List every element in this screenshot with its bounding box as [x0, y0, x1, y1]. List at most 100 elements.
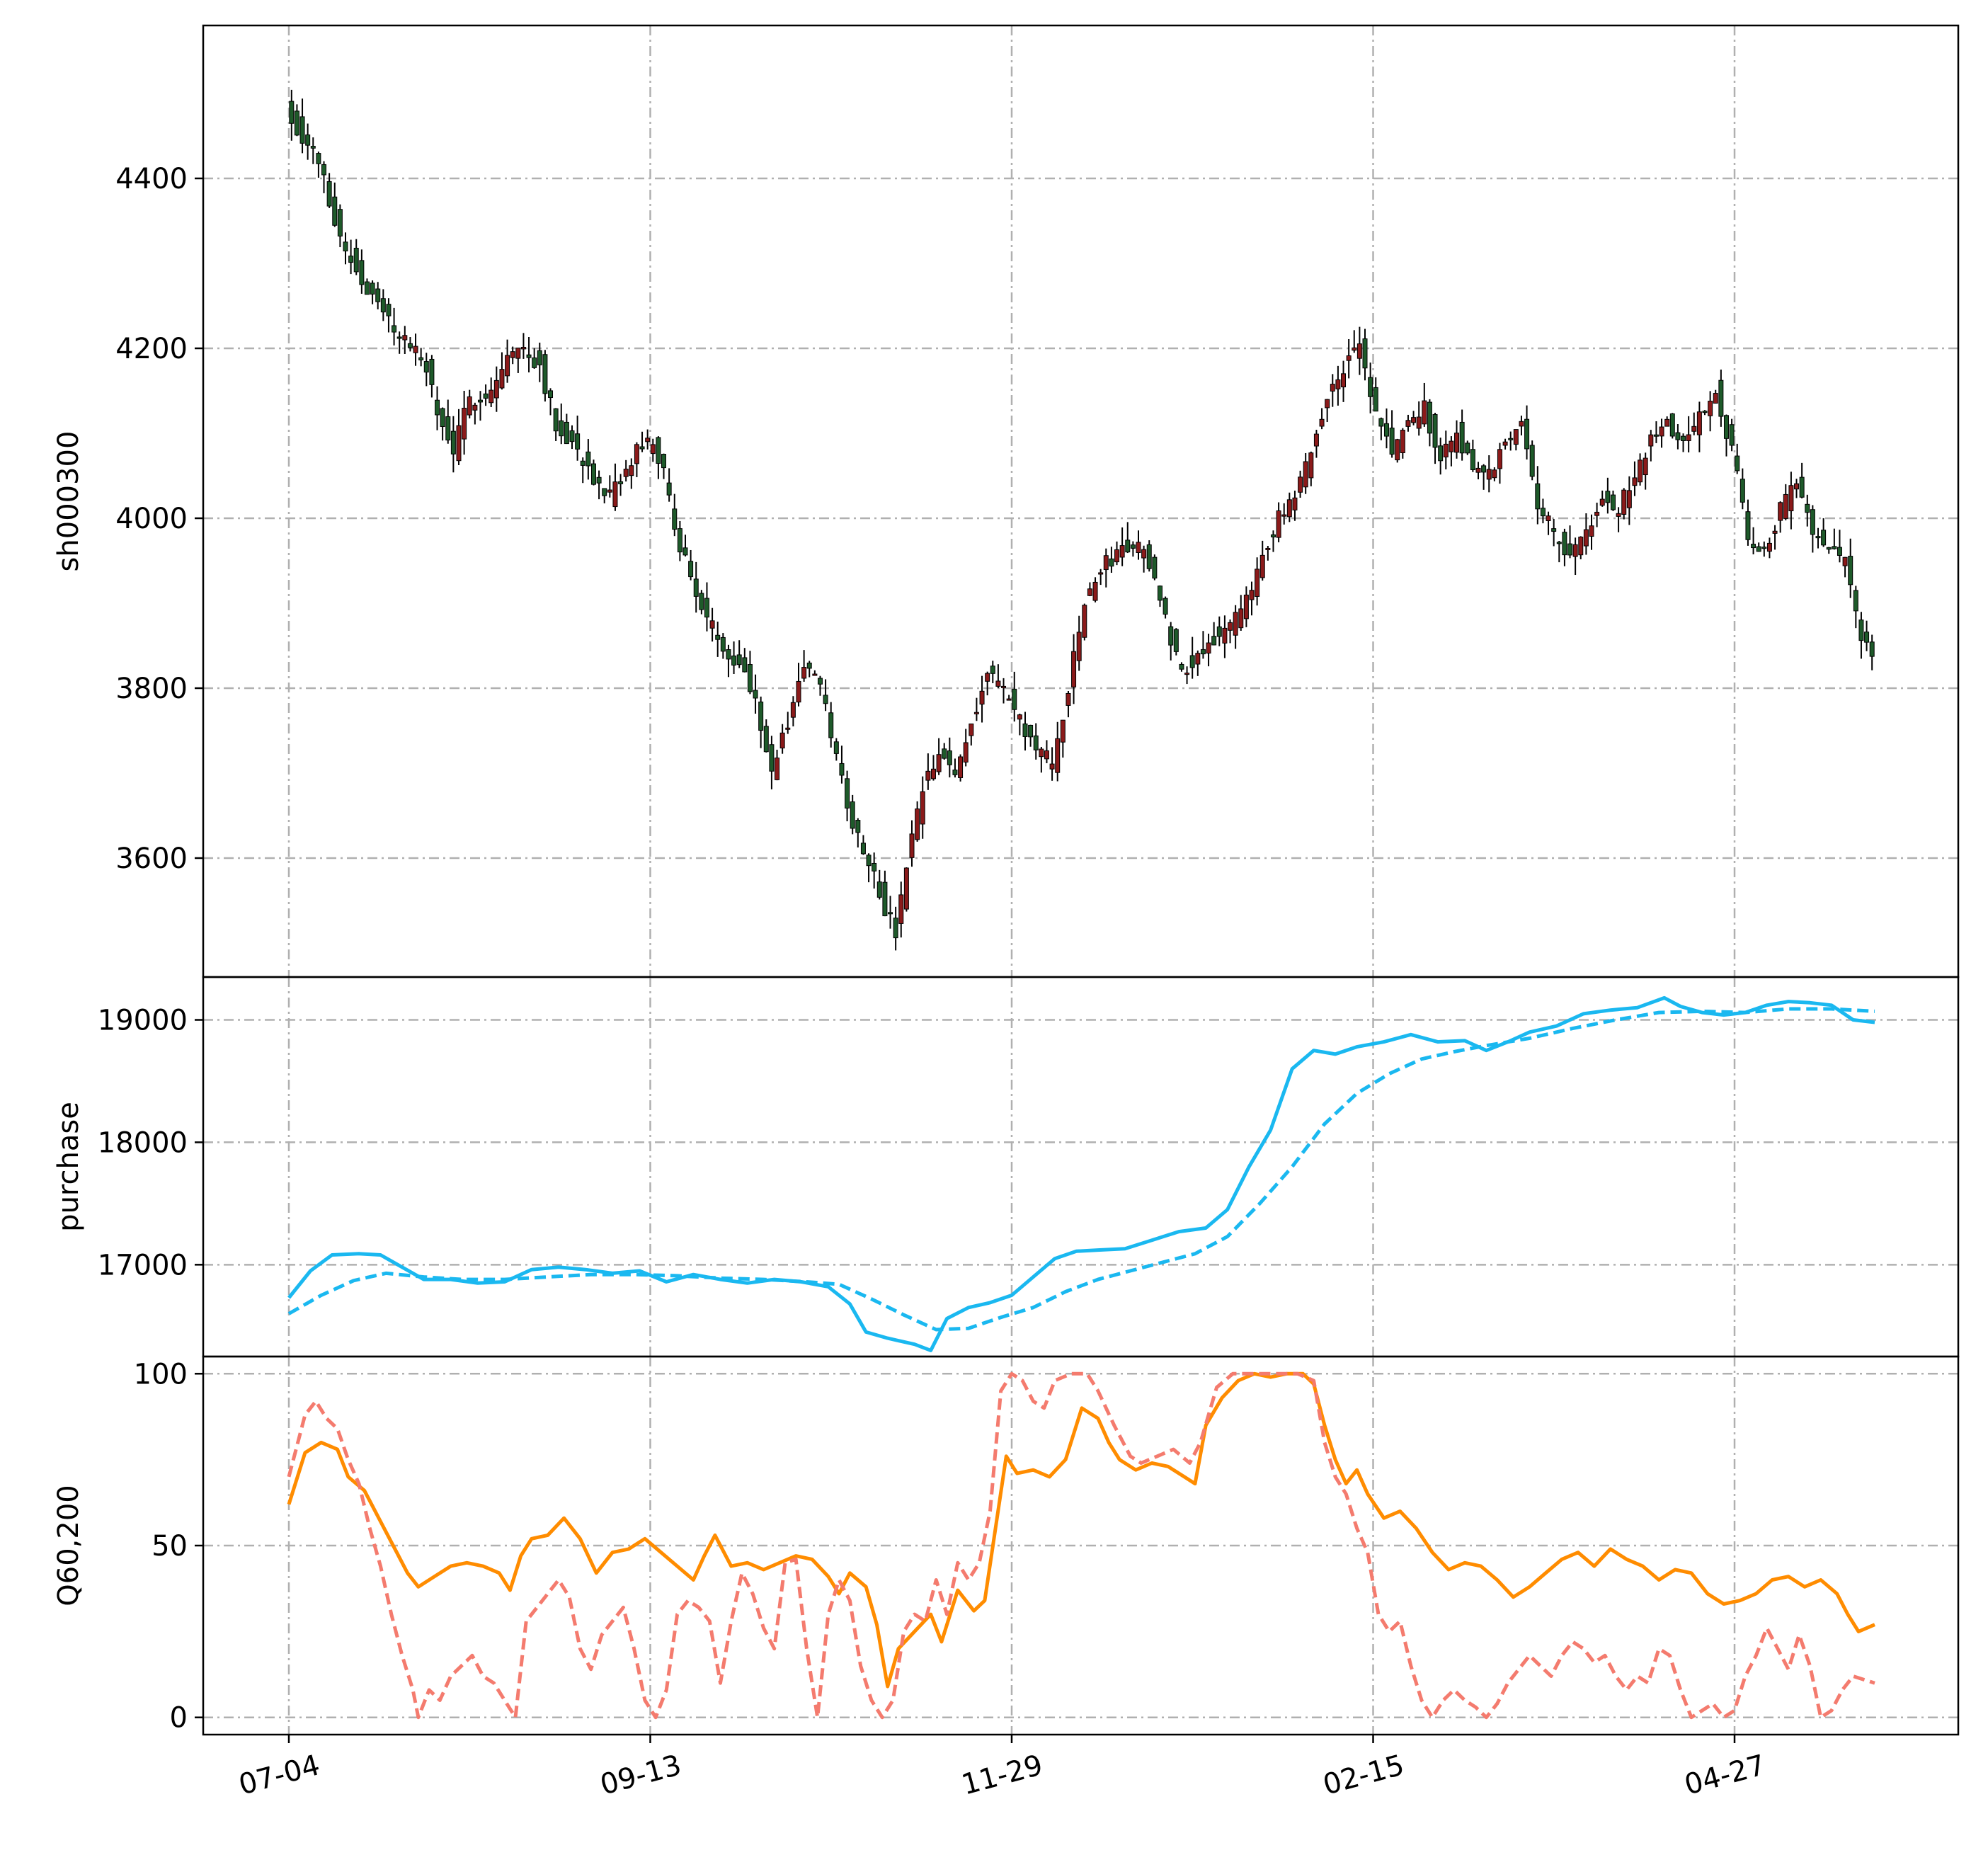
- candle-body: [1723, 415, 1729, 439]
- candle: [429, 355, 435, 398]
- candle-body: [1858, 619, 1864, 641]
- candle: [1853, 586, 1858, 629]
- candle: [1681, 433, 1686, 452]
- candle: [672, 493, 678, 537]
- y-tick-label: 0: [170, 1702, 188, 1735]
- candle: [1567, 525, 1573, 559]
- candle: [1869, 634, 1875, 670]
- candle-body: [564, 421, 569, 445]
- candle-body: [1836, 547, 1842, 556]
- candle: [801, 650, 807, 682]
- candle-body: [310, 146, 316, 149]
- candle-body: [1788, 485, 1794, 512]
- candle: [370, 280, 375, 304]
- candle: [1659, 418, 1664, 448]
- candle-body: [299, 116, 305, 144]
- candle-body: [1022, 723, 1028, 737]
- y-tick-label: 3600: [115, 843, 188, 875]
- candle: [1756, 542, 1761, 552]
- candle-body: [1136, 542, 1141, 554]
- candle-body: [855, 820, 861, 833]
- candle: [489, 377, 494, 407]
- candle: [590, 459, 596, 486]
- candle-body: [289, 101, 295, 124]
- candle: [1772, 525, 1778, 550]
- candle: [709, 607, 715, 642]
- candle-body: [985, 673, 990, 682]
- candle: [909, 820, 915, 867]
- candle-body: [569, 430, 575, 442]
- candle-body: [1454, 433, 1460, 453]
- candle: [833, 738, 839, 761]
- candle: [1200, 631, 1206, 659]
- candle: [634, 442, 639, 477]
- candle: [1551, 518, 1557, 547]
- candle-body: [1567, 543, 1573, 556]
- candle: [1638, 453, 1643, 486]
- candle-body: [1184, 673, 1190, 675]
- candle-body: [1708, 401, 1713, 416]
- candle-body: [915, 808, 920, 840]
- candle-body: [1033, 735, 1039, 750]
- y-tick-label: 18000: [98, 1126, 188, 1159]
- candle-body: [661, 454, 667, 469]
- candle-body: [1146, 544, 1152, 569]
- candle: [1017, 714, 1022, 736]
- candle-body: [607, 489, 612, 493]
- candle: [1265, 546, 1271, 561]
- candle-body: [1044, 750, 1049, 760]
- candle: [580, 457, 585, 484]
- candle-body: [294, 110, 299, 136]
- candle: [942, 743, 947, 760]
- candle-body: [1643, 457, 1648, 476]
- candle-body: [396, 336, 402, 339]
- candle: [656, 436, 661, 479]
- candle-body: [1368, 377, 1373, 397]
- candle-body: [526, 354, 532, 358]
- candle: [736, 640, 742, 668]
- candle-body: [936, 754, 942, 772]
- candle-body: [715, 634, 721, 640]
- candle-body: [1082, 605, 1087, 638]
- candle-body: [1653, 434, 1659, 437]
- candle-body: [1745, 511, 1751, 540]
- candle-body: [386, 304, 392, 316]
- candle-body: [1356, 343, 1362, 359]
- candle-body: [1853, 590, 1858, 612]
- candle-body: [515, 348, 521, 359]
- candle-body: [1066, 692, 1071, 706]
- candle-body: [1486, 469, 1492, 480]
- candle-body: [1255, 569, 1260, 597]
- candle-body: [1761, 547, 1767, 549]
- candle: [1373, 377, 1378, 412]
- candle-body: [1659, 426, 1664, 437]
- candle-body: [925, 770, 931, 781]
- purchase-panel: 17000 18000 19000 purchase: [52, 976, 1960, 1358]
- candle-body: [656, 437, 661, 464]
- candle-body: [1352, 347, 1357, 351]
- candle: [1572, 537, 1578, 576]
- quantile-panel: 0 50 100 Q60,200: [52, 1355, 1960, 1736]
- candle: [1173, 628, 1179, 656]
- candle: [1028, 724, 1034, 747]
- candle: [407, 337, 413, 352]
- candle: [1443, 430, 1449, 469]
- candle-body: [1799, 476, 1805, 498]
- candle: [850, 794, 855, 835]
- candle: [1352, 330, 1357, 353]
- candle: [1648, 430, 1654, 462]
- candle-body: [1141, 549, 1147, 559]
- candle-body: [1713, 393, 1718, 404]
- candle: [990, 661, 995, 683]
- candle: [769, 736, 775, 789]
- candle-body: [1805, 503, 1810, 513]
- candle-body: [553, 408, 559, 432]
- candle-body: [559, 420, 564, 437]
- candle: [1449, 436, 1454, 467]
- candle: [435, 386, 440, 430]
- candle-body: [580, 460, 585, 466]
- candle: [321, 161, 327, 193]
- candle: [1130, 541, 1136, 557]
- candle-body: [731, 655, 737, 666]
- candle-body: [1492, 469, 1497, 479]
